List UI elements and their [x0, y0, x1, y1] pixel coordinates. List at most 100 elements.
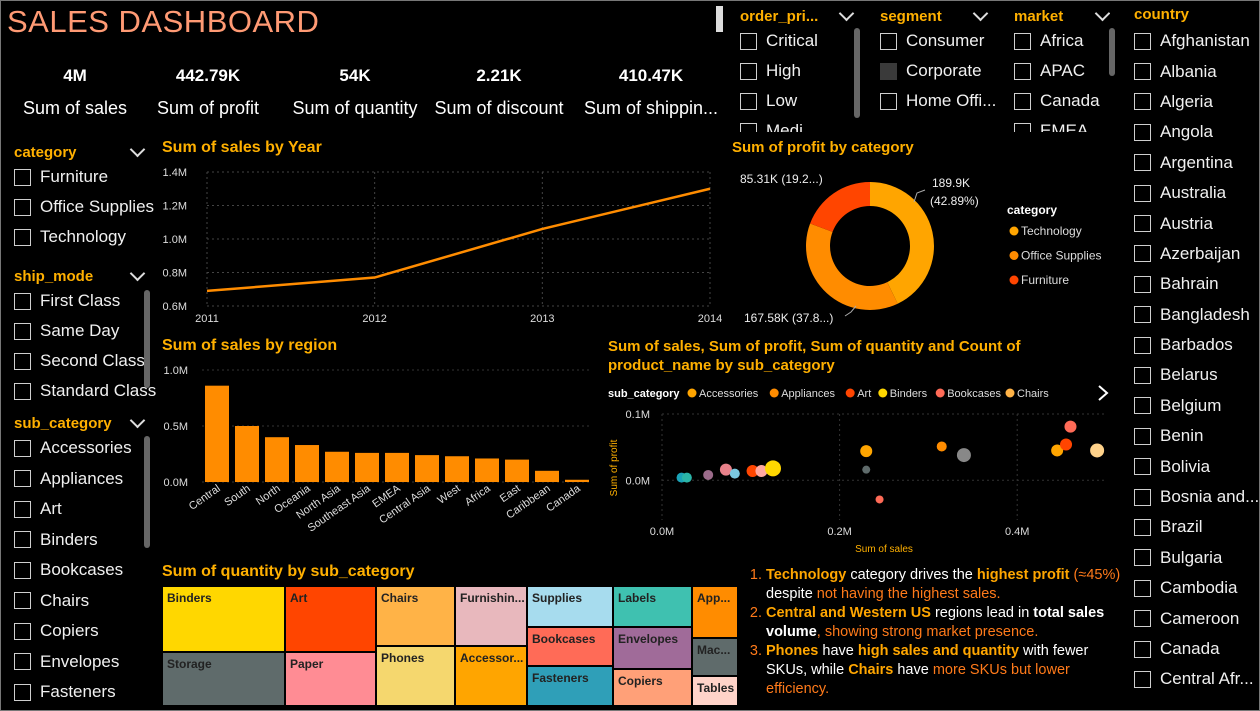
treemap-cell[interactable]: Labels: [613, 586, 692, 627]
checkbox[interactable]: [1134, 306, 1151, 324]
slicer-option[interactable]: Low: [740, 86, 858, 116]
checkbox[interactable]: [14, 168, 31, 186]
slicer-option[interactable]: Bahrain: [1134, 269, 1256, 299]
checkbox[interactable]: [1134, 63, 1151, 81]
checkbox[interactable]: [740, 62, 757, 80]
checkbox[interactable]: [740, 92, 757, 110]
order-priority-scrollbar[interactable]: [854, 28, 860, 118]
checkbox[interactable]: [1134, 336, 1151, 354]
checkbox[interactable]: [1014, 122, 1031, 132]
slicer-option[interactable]: Technology: [14, 222, 146, 252]
treemap-cell[interactable]: Accessor...: [455, 646, 527, 706]
checkbox[interactable]: [1134, 397, 1151, 415]
checkbox[interactable]: [880, 62, 897, 80]
sub-category-scatter-chart[interactable]: sub_category Accessories Appliances Art Bind…: [606, 380, 1116, 558]
treemap-cell[interactable]: Paper: [285, 652, 376, 706]
slicer-option[interactable]: Appliances: [14, 464, 146, 495]
checkbox[interactable]: [740, 122, 757, 132]
slicer-option[interactable]: High: [740, 56, 858, 86]
slicer-option[interactable]: Binders: [14, 525, 146, 556]
checkbox[interactable]: [14, 470, 31, 488]
slicer-option[interactable]: Afghanistan: [1134, 26, 1256, 56]
slicer-option[interactable]: Brazil: [1134, 512, 1256, 542]
sales-by-year-line-chart[interactable]: 1.4M 1.2M 1.0M 0.8M 0.6M 2011 2012 2013 2014: [160, 160, 725, 330]
treemap-cell[interactable]: Storage: [162, 652, 285, 706]
slicer-option[interactable]: Canada: [1014, 86, 1110, 116]
slicer-option[interactable]: Fasteners: [14, 677, 146, 708]
checkbox[interactable]: [1014, 92, 1031, 110]
checkbox[interactable]: [14, 592, 31, 610]
slicer-option[interactable]: Benin: [1134, 421, 1256, 451]
checkbox[interactable]: [14, 653, 31, 671]
slicer-option[interactable]: Art: [14, 494, 146, 525]
checkbox[interactable]: [1134, 245, 1151, 263]
slicer-option[interactable]: Bookcases: [14, 555, 146, 586]
treemap-cell[interactable]: Furnishin...: [455, 586, 527, 646]
slicer-option[interactable]: Chairs: [14, 586, 146, 617]
slicer-option[interactable]: Same Day: [14, 316, 146, 346]
checkbox[interactable]: [1134, 549, 1151, 567]
treemap-cell[interactable]: Fasteners: [527, 666, 613, 706]
treemap-cell[interactable]: Art: [285, 586, 376, 652]
checkbox[interactable]: [1134, 275, 1151, 293]
slicer-option[interactable]: Argentina: [1134, 148, 1256, 178]
checkbox[interactable]: [1134, 93, 1151, 111]
slicer-option[interactable]: Bolivia: [1134, 451, 1256, 481]
checkbox[interactable]: [14, 561, 31, 579]
slicer-option[interactable]: Africa: [1014, 26, 1110, 56]
checkbox[interactable]: [1134, 427, 1151, 445]
checkbox[interactable]: [14, 352, 31, 370]
checkbox[interactable]: [14, 622, 31, 640]
slicer-option[interactable]: Consumer: [880, 26, 994, 56]
slicer-option[interactable]: Algeria: [1134, 87, 1256, 117]
checkbox[interactable]: [1134, 458, 1151, 476]
checkbox[interactable]: [880, 32, 897, 50]
checkbox[interactable]: [14, 198, 31, 216]
checkbox[interactable]: [1014, 32, 1031, 50]
treemap-cell[interactable]: Copiers: [613, 669, 692, 706]
quantity-by-sub-category-treemap[interactable]: Binders Storage Art Paper Chairs Phones …: [162, 586, 738, 706]
slicer-option[interactable]: Bosnia and...: [1134, 482, 1259, 512]
slicer-option[interactable]: Belarus: [1134, 360, 1256, 390]
market-scrollbar[interactable]: [1109, 28, 1115, 76]
slicer-option[interactable]: Home Offi...: [880, 86, 996, 116]
slicer-option[interactable]: First Class: [14, 286, 146, 316]
ship-mode-scrollbar[interactable]: [144, 290, 150, 388]
checkbox[interactable]: [880, 92, 897, 110]
slicer-option[interactable]: Cameroon: [1134, 603, 1256, 633]
chevron-down-icon[interactable]: [129, 141, 146, 157]
slicer-option[interactable]: Cambodia: [1134, 573, 1256, 603]
slicer-option[interactable]: Albania: [1134, 56, 1256, 86]
slicer-option[interactable]: Medi...: [740, 116, 858, 132]
slicer-option[interactable]: Azerbaijan: [1134, 239, 1256, 269]
checkbox[interactable]: [1134, 670, 1151, 688]
checkbox[interactable]: [14, 382, 31, 400]
slicer-option[interactable]: Envelopes: [14, 647, 146, 678]
treemap-cell[interactable]: Envelopes: [613, 627, 692, 669]
slicer-option[interactable]: Second Class: [14, 346, 146, 376]
slicer-option[interactable]: Barbados: [1134, 330, 1256, 360]
checkbox[interactable]: [1134, 640, 1151, 658]
slicer-option[interactable]: Furniture: [14, 162, 146, 192]
slicer-option[interactable]: Bangladesh: [1134, 300, 1256, 330]
title-scrollbar[interactable]: [716, 6, 723, 32]
checkbox[interactable]: [14, 292, 31, 310]
treemap-cell[interactable]: Tables: [692, 676, 738, 706]
slicer-option[interactable]: Office Supplies: [14, 192, 154, 222]
checkbox[interactable]: [1134, 579, 1151, 597]
checkbox[interactable]: [14, 500, 31, 518]
slicer-option[interactable]: Belgium: [1134, 391, 1256, 421]
slicer-option[interactable]: Corporate: [880, 56, 994, 86]
checkbox[interactable]: [14, 531, 31, 549]
slicer-option[interactable]: Australia: [1134, 178, 1256, 208]
slicer-option[interactable]: Angola: [1134, 117, 1256, 147]
chevron-down-icon[interactable]: [972, 5, 989, 21]
slicer-option[interactable]: Austria: [1134, 208, 1256, 238]
checkbox[interactable]: [14, 322, 31, 340]
checkbox[interactable]: [1134, 366, 1151, 384]
checkbox[interactable]: [14, 228, 31, 246]
checkbox[interactable]: [14, 683, 31, 701]
checkbox[interactable]: [1134, 184, 1151, 202]
slicer-option[interactable]: Accessories: [14, 433, 146, 464]
treemap-cell[interactable]: Supplies: [527, 586, 613, 627]
